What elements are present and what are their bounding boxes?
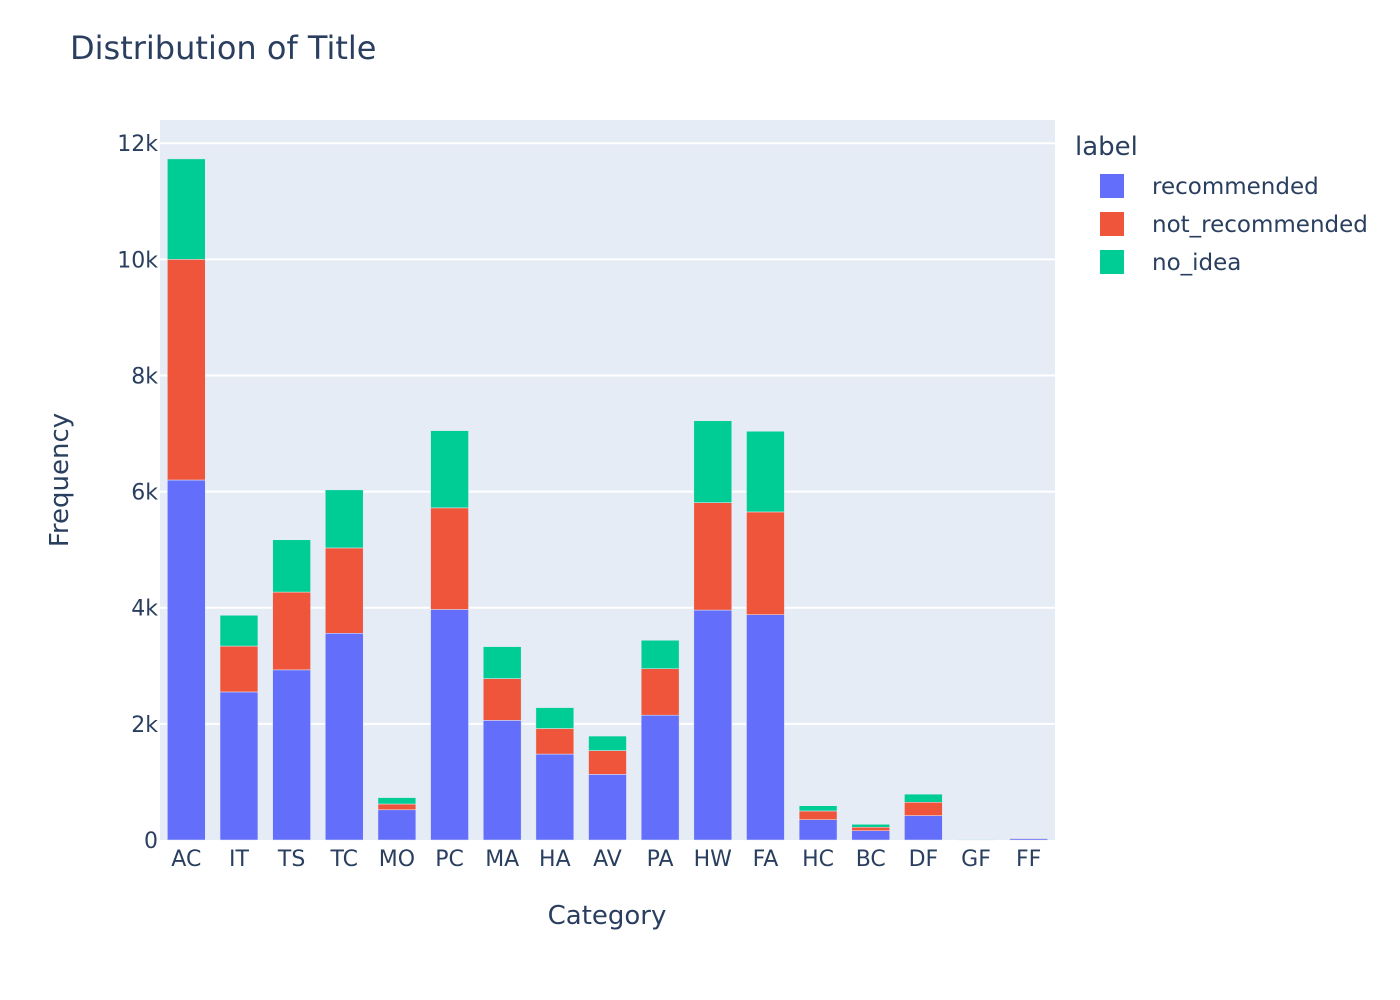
y-tick-label: 12k — [117, 132, 158, 157]
chart-title: Distribution of Title — [70, 29, 376, 67]
bar-not_recommended-AC — [167, 259, 206, 481]
bar-not_recommended-TS — [272, 591, 311, 671]
x-tick-label: FA — [753, 847, 779, 872]
y-tick-label: 2k — [131, 713, 158, 738]
x-tick-label: GF — [961, 847, 991, 872]
x-tick-label: BC — [856, 847, 886, 872]
bar-not_recommended-BC — [851, 826, 890, 831]
x-axis-ticks: AC IT TS TC MO PC MA HA AV PA HW FA HC BC DF GF FF — [171, 847, 1041, 872]
x-tick-label: HA — [539, 847, 571, 872]
x-axis-title: Category — [548, 901, 667, 931]
bar-recommended-BC — [851, 830, 890, 841]
y-tick-label: 4k — [131, 597, 158, 622]
y-tick-label: 6k — [131, 481, 158, 506]
bar-recommended-MO — [377, 809, 417, 841]
bar-not_recommended-HC — [798, 810, 838, 820]
bar-recommended-PA — [640, 714, 680, 841]
bar-not_recommended-AV — [588, 750, 627, 775]
bar-recommended-IT — [219, 691, 259, 841]
bar-recommended-HW — [693, 609, 732, 841]
x-tick-label: MA — [485, 847, 519, 872]
bar-recommended-HC — [798, 819, 838, 841]
bar-no_idea-HC — [798, 805, 838, 812]
legend-swatch-recommended[interactable] — [1100, 174, 1124, 198]
y-axis-ticks: 0 2k 4k 6k 8k 10k 12k — [117, 132, 158, 854]
bar-recommended-TC — [325, 633, 364, 841]
bar-recommended-TS — [272, 669, 311, 841]
legend-label-recommended[interactable]: recommended — [1152, 174, 1319, 200]
bar-no_idea-TS — [272, 539, 311, 593]
legend-label-no_idea[interactable]: no_idea — [1152, 250, 1241, 276]
bar-not_recommended-MA — [483, 678, 522, 721]
bar-no_idea-PC — [430, 430, 469, 509]
y-tick-label: 8k — [131, 364, 158, 389]
bars — [167, 158, 1048, 841]
bar-recommended-MA — [483, 720, 522, 841]
x-tick-label: PA — [647, 847, 674, 872]
legend-swatch-not_recommended[interactable] — [1100, 212, 1124, 236]
bar-recommended-PC — [430, 609, 469, 841]
x-tick-label: HC — [802, 847, 834, 872]
bar-no_idea-IT — [219, 615, 259, 647]
bar-no_idea-PA — [640, 640, 680, 669]
legend-swatch-no_idea[interactable] — [1100, 250, 1124, 274]
y-tick-label: 0 — [144, 829, 158, 854]
bar-not_recommended-PC — [430, 507, 469, 610]
bar-no_idea-DF — [904, 793, 943, 803]
bar-not_recommended-IT — [219, 645, 259, 693]
bar-no_idea-HA — [535, 707, 575, 729]
bar-not_recommended-FA — [746, 511, 785, 615]
x-tick-label: PC — [435, 847, 464, 872]
bar-not_recommended-TC — [325, 547, 364, 634]
bar-recommended-HA — [535, 753, 575, 841]
legend-label-not_recommended[interactable]: not_recommended — [1152, 212, 1368, 238]
x-tick-label: AV — [593, 847, 622, 872]
bar-no_idea-MO — [377, 797, 417, 805]
x-tick-label: TS — [277, 847, 305, 872]
x-tick-label: FF — [1016, 847, 1041, 872]
bar-not_recommended-HW — [693, 502, 732, 611]
bar-not_recommended-HA — [535, 728, 575, 755]
bar-not_recommended-PA — [640, 668, 680, 716]
bar-no_idea-HW — [693, 420, 732, 503]
bar-no_idea-AC — [167, 158, 206, 260]
legend: label recommended not_recommended no_idea — [1075, 132, 1368, 276]
y-axis-title: Frequency — [45, 413, 75, 547]
x-tick-label: IT — [229, 847, 249, 872]
x-tick-label: TC — [330, 847, 359, 872]
x-tick-label: MO — [379, 847, 415, 872]
bar-no_idea-FA — [746, 430, 785, 513]
x-tick-label: AC — [171, 847, 201, 872]
bar-recommended-FA — [746, 614, 785, 841]
bar-recommended-AC — [167, 479, 206, 841]
bar-no_idea-MA — [483, 646, 522, 679]
bar-recommended-AV — [588, 774, 627, 841]
bar-no_idea-TC — [325, 489, 364, 549]
bar-not_recommended-MO — [377, 803, 417, 811]
bar-no_idea-BC — [851, 824, 890, 828]
bar-not_recommended-DF — [904, 802, 943, 816]
bar-no_idea-AV — [588, 735, 627, 751]
x-tick-label: DF — [909, 847, 939, 872]
legend-title: label — [1075, 132, 1138, 162]
x-tick-label: HW — [694, 847, 733, 872]
bar-recommended-DF — [904, 815, 943, 841]
y-tick-label: 10k — [117, 248, 158, 273]
